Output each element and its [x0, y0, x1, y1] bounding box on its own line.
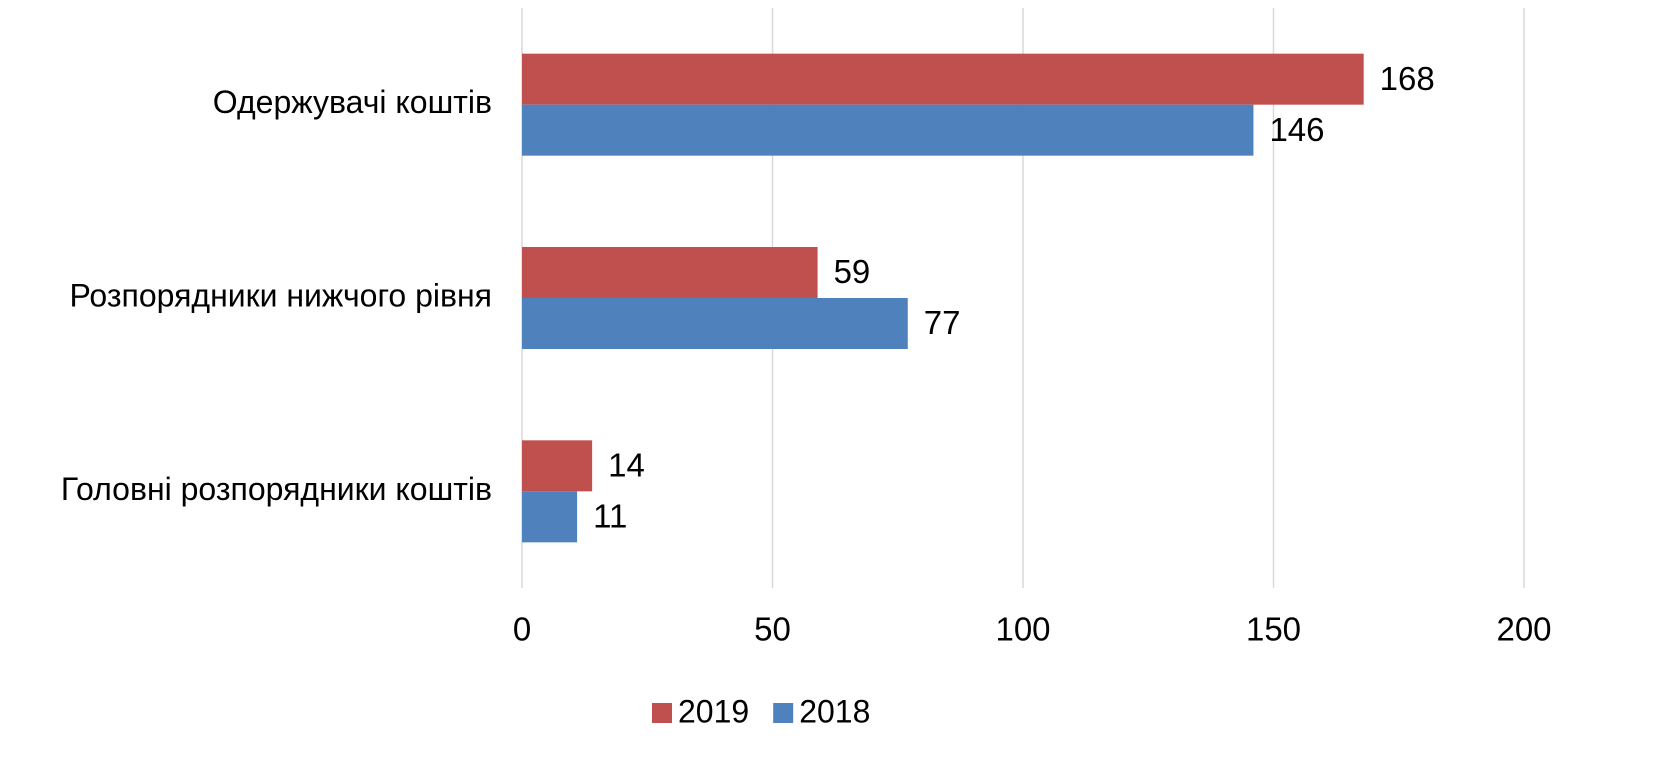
legend-swatch	[773, 703, 794, 723]
legend-label: 2019	[678, 693, 749, 729]
x-tick-label: 50	[754, 611, 791, 648]
bar	[522, 104, 1254, 156]
legend-swatch	[652, 703, 672, 723]
legend-label: 2018	[799, 693, 870, 729]
y-tick-label: Розпорядники нижчого рівня	[69, 277, 492, 313]
x-tick-label: 150	[1246, 611, 1301, 648]
data-label: 11	[593, 498, 627, 535]
data-label: 59	[834, 253, 871, 290]
data-label: 146	[1269, 111, 1324, 148]
bar	[522, 491, 578, 543]
x-tick-label: 0	[513, 611, 531, 648]
data-label: 77	[924, 304, 961, 341]
bar	[522, 247, 818, 298]
bar	[522, 298, 908, 349]
data-label: 168	[1380, 60, 1435, 97]
bar	[522, 53, 1364, 105]
bar	[522, 440, 593, 492]
y-tick-label: Одержувачі коштів	[213, 84, 492, 120]
x-tick-label: 100	[995, 611, 1050, 648]
x-tick-label: 200	[1496, 611, 1551, 648]
data-label: 14	[608, 447, 645, 484]
y-tick-label: Головні розпорядники коштів	[61, 471, 492, 507]
